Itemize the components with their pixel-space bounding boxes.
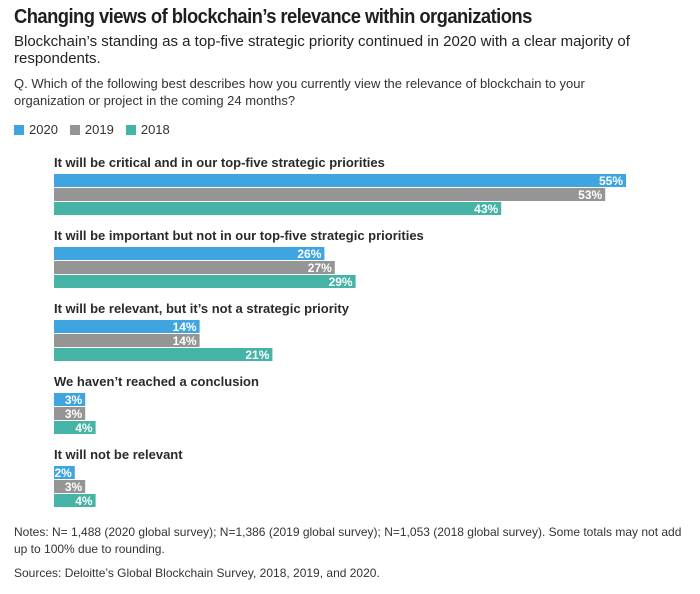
bar-value-label-2018-3: 21% <box>245 348 269 362</box>
survey-question: Q. Which of the following best describes… <box>14 76 585 108</box>
chart-subtitle: Blockchain’s standing as a top-five stra… <box>14 33 630 67</box>
bar-2018-1 <box>54 202 502 215</box>
bar-2018-3 <box>54 348 273 361</box>
category-label-1: It will be critical and in our top-five … <box>54 155 385 170</box>
bar-value-label-2018-2: 29% <box>329 275 353 289</box>
bar-value-label-2019-2: 27% <box>308 261 332 275</box>
bar-value-label-2018-1: 43% <box>474 202 498 216</box>
bar-2019-4 <box>54 407 86 420</box>
chart-sources: Sources: Deloitte’s Global Blockchain Su… <box>14 566 380 580</box>
bar-2018-4 <box>54 421 96 434</box>
bar-2020-5 <box>54 466 75 479</box>
legend-item-2020: 2020 <box>14 122 58 137</box>
bar-value-label-2018-4: 4% <box>75 421 93 435</box>
bar-value-label-2020-3: 14% <box>173 320 197 334</box>
bar-2018-5 <box>54 494 96 507</box>
category-label-2: It will be important but not in our top-… <box>54 228 424 243</box>
category-label-5: It will not be relevant <box>54 447 183 462</box>
bar-value-label-2020-4: 3% <box>65 393 83 407</box>
bar-2020-3 <box>54 320 200 333</box>
bar-2019-5 <box>54 480 86 493</box>
legend-label-2018: 2018 <box>140 122 170 137</box>
bar-value-label-2020-2: 26% <box>297 247 321 261</box>
legend-swatch-2019 <box>69 124 80 135</box>
legend-label-2019: 2019 <box>84 122 114 137</box>
legend-swatch-2020 <box>14 124 24 135</box>
bar-value-label-2019-5: 3% <box>65 480 83 494</box>
legend-item-2019: 2019 <box>69 122 114 137</box>
bar-2019-1 <box>54 188 606 201</box>
legend-swatch-2018 <box>125 124 136 135</box>
category-label-3: It will be relevant, but it’s not a stra… <box>54 301 350 316</box>
legend-item-2018: 2018 <box>125 122 170 137</box>
category-label-4: We haven’t reached a conclusion <box>54 374 259 389</box>
bar-value-label-2019-4: 3% <box>65 407 83 421</box>
bar-2019-2 <box>54 261 335 274</box>
chart-title: Changing views of blockchain’s relevance… <box>14 6 532 28</box>
bar-value-label-2018-5: 4% <box>75 494 93 508</box>
bar-2018-2 <box>54 275 356 288</box>
bar-value-label-2020-5: 2% <box>54 466 72 480</box>
bar-2020-1 <box>54 174 626 187</box>
legend-label-2020: 2020 <box>29 122 58 137</box>
bar-value-label-2019-3: 14% <box>173 334 197 348</box>
bar-2020-4 <box>54 393 86 406</box>
chart-notes: Notes: N= 1,488 (2020 global survey); N=… <box>14 525 682 556</box>
bar-value-label-2020-1: 55% <box>599 174 623 188</box>
legend: 2020 2019 2018 <box>14 122 170 137</box>
bar-2019-3 <box>54 334 200 347</box>
bar-value-label-2019-1: 53% <box>578 188 602 202</box>
bar-2020-2 <box>54 247 325 260</box>
